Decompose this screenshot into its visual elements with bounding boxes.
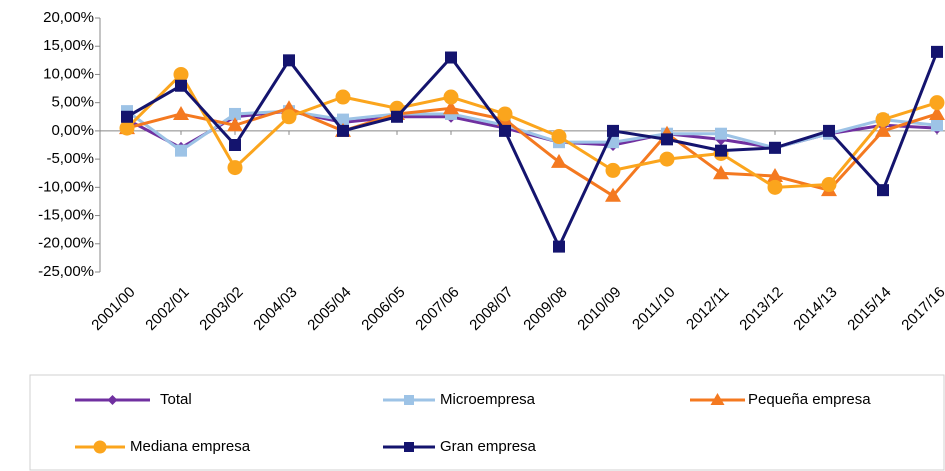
marker <box>175 144 187 157</box>
marker <box>607 124 619 137</box>
marker <box>107 395 118 405</box>
legend-box <box>29 374 945 471</box>
x-tick-label: 2009/08 <box>520 284 570 334</box>
x-tick-label: 2001/00 <box>88 284 138 334</box>
marker <box>605 162 621 178</box>
marker <box>443 89 459 105</box>
marker <box>281 109 297 125</box>
series <box>121 45 943 253</box>
marker <box>173 66 189 82</box>
marker <box>443 100 459 115</box>
x-tick-label: 2014/13 <box>790 284 840 334</box>
y-tick-label: 20,00% <box>43 9 94 26</box>
marker <box>605 187 621 202</box>
marker <box>404 442 414 452</box>
marker <box>337 124 349 137</box>
x-tick-label: 2015/14 <box>844 284 894 334</box>
marker <box>661 133 673 146</box>
x-tick-label: 2004/03 <box>250 284 300 334</box>
marker <box>391 110 403 123</box>
marker <box>929 95 945 111</box>
legend-label: Total <box>160 391 192 408</box>
y-tick-label: -15,00% <box>38 207 94 224</box>
marker <box>931 119 943 132</box>
marker <box>875 122 891 137</box>
marker <box>335 89 351 105</box>
marker <box>445 51 457 64</box>
marker <box>227 117 243 132</box>
y-tick-label: 0,00% <box>51 122 94 139</box>
marker <box>659 151 675 167</box>
marker <box>715 127 727 140</box>
marker <box>821 177 837 193</box>
marker <box>551 129 567 145</box>
y-tick-label: -10,00% <box>38 178 94 195</box>
marker <box>715 144 727 157</box>
marker <box>121 110 133 123</box>
legend-label: Gran empresa <box>440 438 537 455</box>
x-tick-label: 2013/12 <box>736 284 786 334</box>
y-tick-label: -20,00% <box>38 235 94 252</box>
y-tick-label: 5,00% <box>51 94 94 111</box>
series-line <box>125 72 938 189</box>
y-tick-label: -25,00% <box>38 263 94 280</box>
x-tick-label: 2008/07 <box>466 284 516 334</box>
marker <box>229 107 241 120</box>
marker <box>875 112 891 128</box>
marker <box>877 184 889 197</box>
series-line <box>126 106 938 198</box>
marker <box>499 124 511 137</box>
marker <box>229 139 241 151</box>
marker <box>283 54 295 67</box>
legend-label: Mediana empresa <box>130 438 251 455</box>
x-tick-label: 2005/04 <box>304 284 354 334</box>
marker <box>553 240 565 253</box>
marker <box>175 79 187 92</box>
marker <box>823 124 835 137</box>
marker <box>93 440 107 454</box>
series-line <box>126 51 939 249</box>
marker <box>713 165 729 180</box>
y-tick-label: 10,00% <box>43 65 94 82</box>
marker <box>551 153 567 168</box>
marker <box>227 160 243 176</box>
y-tick-label: -5,00% <box>46 150 94 167</box>
marker <box>929 105 945 120</box>
legend-label: Pequeña empresa <box>748 391 871 408</box>
x-tick-label: 2006/05 <box>358 284 408 334</box>
marker <box>337 113 349 126</box>
x-tick-label: 2010/09 <box>574 284 624 334</box>
marker <box>497 106 513 122</box>
x-tick-label: 2012/11 <box>683 284 733 334</box>
marker <box>767 168 783 183</box>
x-tick-label: 2003/02 <box>196 284 246 334</box>
x-tick-label: 2011/10 <box>629 284 679 334</box>
x-tick-label: 2017/16 <box>898 284 945 334</box>
marker <box>119 120 135 136</box>
marker <box>710 393 725 405</box>
x-tick-label: 2002/01 <box>142 284 192 334</box>
x-tick-label: 2007/06 <box>412 284 462 334</box>
marker <box>931 45 943 58</box>
marker <box>767 179 783 195</box>
marker <box>404 395 414 405</box>
y-tick-label: 15,00% <box>43 37 94 54</box>
legend-label: Microempresa <box>440 391 536 408</box>
marker <box>173 105 189 120</box>
marker <box>769 141 781 154</box>
